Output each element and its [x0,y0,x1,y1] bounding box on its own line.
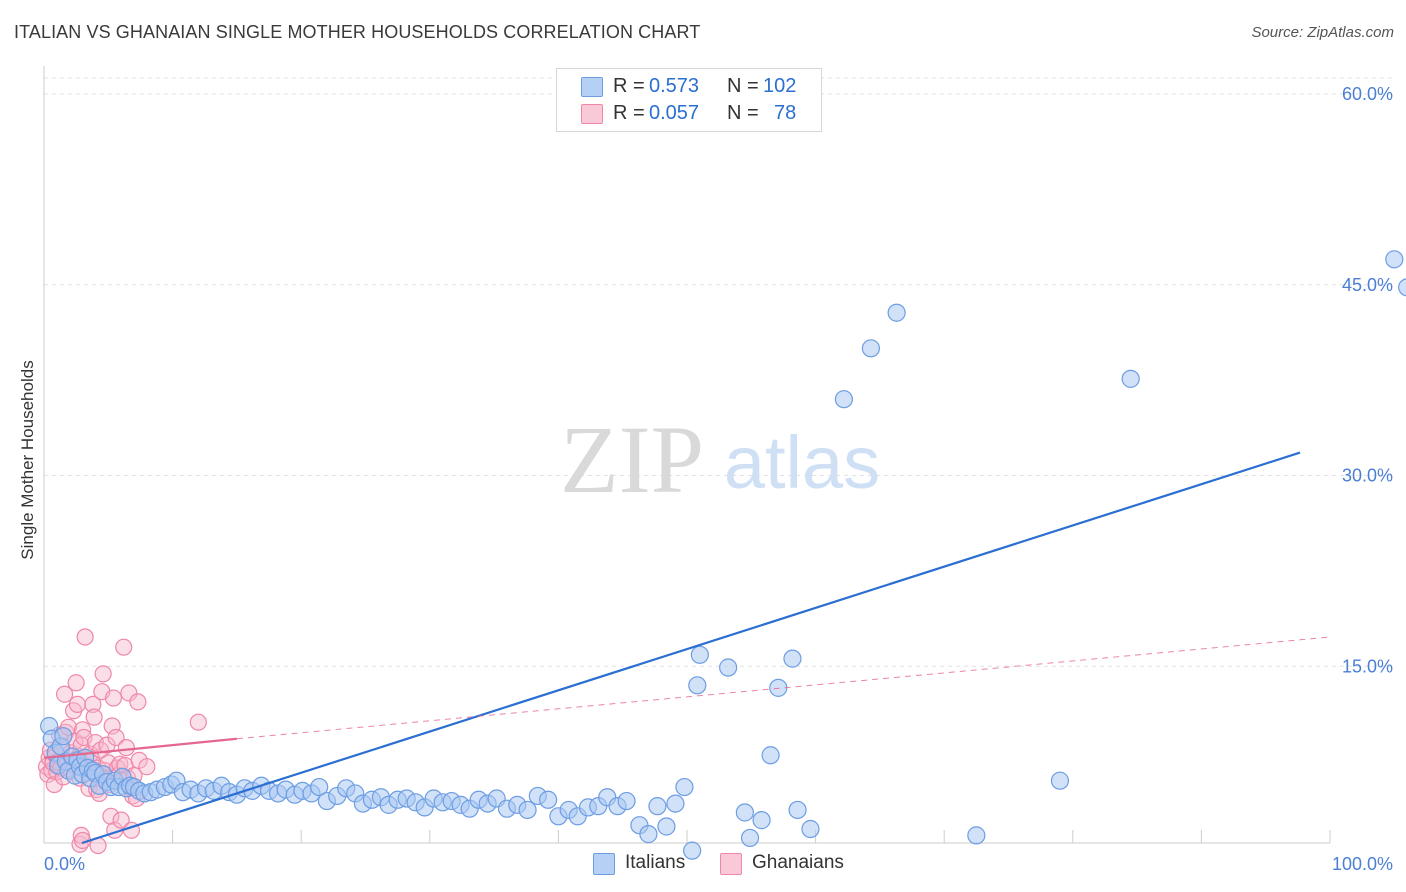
ghanaian-point [84,695,102,714]
italian-point [719,658,738,677]
italian-point [518,800,537,820]
italian-point [1385,250,1404,269]
italian-point [1050,771,1070,790]
italian-point [783,649,802,668]
italian-point [639,825,658,844]
trend-lines [43,451,1331,845]
y-tick-label: 45.0% [1342,275,1393,295]
ghanaian-point [67,674,85,692]
ghanaian-point [104,689,123,707]
x-tick-label-min: 0.0% [44,854,85,874]
ghanaian-point [55,685,74,703]
correlation-legend: R = 0.573 N = 102 R = 0.057 N = 78 [556,68,822,132]
italian-point [752,811,771,830]
italian-point [310,777,329,797]
x-tick-label-max: 100.0% [1332,854,1393,874]
italians-swatch [581,77,603,97]
ghanaian-point [120,684,138,702]
ghanaian-point [138,758,156,776]
ghanaian-point [189,713,207,731]
ghanaian-point [115,638,133,656]
ghanaian-point [94,665,112,683]
ghanaians-legend-swatch [720,853,742,875]
source-label: Source: ZipAtlas.com [1251,24,1394,41]
legend-r-value: 0.573 [649,75,700,97]
italian-point [690,645,709,664]
italian-point [666,794,685,813]
chart-title: ITALIAN VS GHANAIAN SINGLE MOTHER HOUSEH… [14,22,701,42]
italian-point [1398,278,1406,297]
italian-point [688,676,707,695]
legend-n-label: N = [727,75,759,97]
ghanaian-point [102,807,120,825]
y-tick-label: 60.0% [1342,84,1393,104]
y-tick-label: 15.0% [1342,656,1393,676]
italian-point [788,800,807,820]
italian-point [967,826,986,845]
italian-point [887,303,906,322]
italians-legend-label: Italians [625,852,686,873]
legend-n-value: 78 [774,102,797,124]
ghanaian-point [107,728,125,747]
watermark-zip: ZIP [560,406,704,513]
italian-point [683,841,702,860]
italian-point [539,790,558,809]
ghanaian-point [117,739,135,757]
italian-point [617,791,636,811]
italian-point [648,797,667,816]
italian-point [735,803,754,822]
axis-layer [43,66,1331,844]
ghanaians-swatch [581,104,603,124]
ghanaian-point [68,695,87,714]
legend-n-label: N = [727,102,759,124]
watermark-atlas: atlas [724,421,880,504]
legend-r-value: 0.057 [649,102,700,124]
tick-labels: 15.0% 30.0% 45.0% 60.0% 0.0% 100.0% [44,84,1393,874]
y-tick-label: 30.0% [1342,466,1393,486]
legend-n-value: 102 [763,75,797,97]
legend-r-label: R = [613,75,645,97]
italian-point [54,727,73,746]
ghanaians-trend-line [43,737,238,759]
ghanaian-point [129,693,147,711]
italian-point [801,819,820,839]
italian-point [761,746,780,765]
ghanaian-point [76,628,94,646]
italian-point [657,817,676,836]
ghanaian-point [85,708,103,726]
italians-legend-swatch [593,853,615,875]
italian-point [861,339,880,358]
italian-point [834,390,853,409]
italian-point [675,777,694,797]
ghanaians-legend-label: Ghanaians [752,852,844,873]
ghanaians-trend-extension [236,636,1331,740]
grid-layer [44,77,1394,667]
italian-point [740,828,760,848]
italians-points [40,250,1406,860]
italians-trend-line [81,451,1301,845]
legend-r-label: R = [613,102,645,124]
italian-point [1121,369,1140,388]
ghanaian-point [112,811,130,829]
